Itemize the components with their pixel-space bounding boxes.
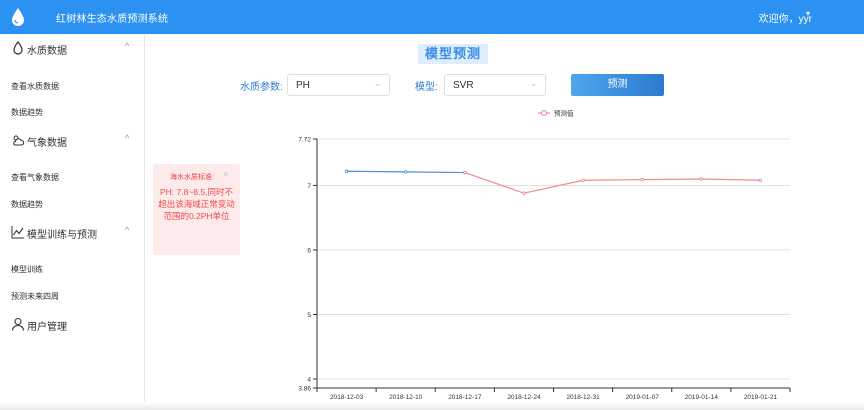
- sidebar-group-user-management[interactable]: 用户管理: [0, 312, 144, 336]
- sidebar-group-weather[interactable]: 气象数据 ^: [0, 128, 144, 152]
- user-icon: [11, 317, 25, 331]
- droplet-icon: [13, 41, 23, 55]
- sidebar-item-view-weather-data[interactable]: 查看气象数据: [11, 173, 59, 182]
- y-tick-label: 3.86: [298, 386, 311, 393]
- sidebar-group-label: 模型训练与预测: [27, 230, 97, 241]
- y-tick-label: 7.72: [298, 137, 311, 144]
- x-tick-label: 2018-12-10: [389, 394, 423, 401]
- y-tick-label: 4: [307, 376, 311, 383]
- sidebar: 水质数据 ^ 查看水质数据 数据趋势 气象数据 ^ 查看气象数据 数据趋势 模型…: [0, 34, 145, 410]
- model-select-value: SVR: [453, 80, 474, 91]
- bottom-edge: [0, 402, 864, 410]
- data-point: [758, 178, 763, 182]
- data-point: [640, 177, 644, 182]
- data-point: [522, 191, 526, 195]
- model-label: 模型:: [415, 82, 438, 93]
- app-title: 红树林生态水质预测系统: [56, 14, 169, 25]
- data-point: [463, 170, 467, 175]
- chevron-down-icon: ⌄: [374, 79, 381, 88]
- notice-body: PH: 7.8~8.5,同时不超出该海域正常变动范围的0.2PH单位: [158, 187, 235, 221]
- chart-line-icon: [11, 226, 24, 239]
- sidebar-group-label: 用户管理: [27, 322, 67, 333]
- x-tick-label: 2018-12-03: [330, 394, 364, 401]
- x-tick-label: 2018-12-31: [566, 394, 600, 401]
- cloud-sun-icon: [13, 135, 24, 146]
- data-point: [344, 169, 349, 173]
- notice-title: 海水水质标准:: [170, 174, 214, 181]
- x-tick-label: 2019-01-07: [626, 394, 660, 401]
- chevron-up-icon: ^: [125, 41, 130, 51]
- series-line: [464, 171, 761, 194]
- chart-legend: 预测值: [538, 109, 574, 118]
- x-tick-label: 2018-12-24: [507, 394, 541, 401]
- chevron-up-icon: ^: [125, 133, 130, 143]
- chart-grid: [317, 138, 790, 389]
- y-tick-label: 5: [307, 312, 311, 319]
- sidebar-item-predict-four-weeks[interactable]: 预测未来四周: [11, 292, 59, 301]
- close-icon[interactable]: ×: [223, 169, 229, 179]
- data-point: [699, 177, 704, 181]
- standard-notice: 海水水质标准: × PH: 7.8~8.5,同时不超出该海域正常变动范围的0.2…: [153, 164, 240, 255]
- chart-series: [344, 169, 763, 195]
- chart-axes: 3.86 4 5 6 7 7.72 2018-12-03 2018-12-10 2018-12-…: [298, 137, 791, 401]
- x-tick-label: 2019-01-14: [685, 394, 719, 401]
- param-select[interactable]: PH ⌄: [287, 74, 390, 96]
- sidebar-item-model-training[interactable]: 模型训练: [11, 265, 43, 274]
- sidebar-item-weather-trend[interactable]: 数据趋势: [11, 200, 43, 209]
- predict-button[interactable]: 预测: [571, 74, 664, 96]
- top-bar: 红树林生态水质预测系统 欢迎你，yyr ▾: [0, 0, 864, 34]
- x-tick-label: 2019-01-21: [744, 394, 778, 401]
- sidebar-item-water-trend[interactable]: 数据趋势: [11, 108, 43, 117]
- data-point: [403, 170, 408, 174]
- chevron-down-icon[interactable]: ▾: [805, 9, 810, 18]
- sidebar-item-view-water-data[interactable]: 查看水质数据: [11, 82, 59, 91]
- page-title: 模型预测: [418, 44, 488, 64]
- model-select[interactable]: SVR ⌄: [444, 74, 546, 96]
- param-select-value: PH: [296, 80, 310, 91]
- y-tick-label: 7: [307, 183, 311, 190]
- param-label: 水质参数:: [240, 82, 283, 93]
- y-tick-label: 6: [307, 247, 311, 254]
- sidebar-group-model[interactable]: 模型训练与预测 ^: [0, 220, 144, 244]
- chevron-down-icon: ⌄: [530, 79, 537, 88]
- droplet-logo-icon: [12, 8, 24, 26]
- x-tick-label: 2018-12-17: [448, 394, 482, 401]
- sidebar-group-label: 气象数据: [27, 138, 67, 149]
- legend-marker: [541, 110, 547, 116]
- legend-label: 预测值: [554, 109, 574, 118]
- user-greeting[interactable]: 欢迎你，yyr: [758, 14, 812, 25]
- sidebar-group-label: 水质数据: [27, 46, 67, 57]
- data-point: [581, 178, 585, 182]
- ph-prediction-chart: 3.86 4 5 6 7 7.72 2018-12-03 2018-12-10 2018-12-…: [298, 109, 791, 401]
- chevron-up-icon: ^: [125, 225, 130, 235]
- sidebar-group-water-quality[interactable]: 水质数据 ^: [0, 36, 144, 60]
